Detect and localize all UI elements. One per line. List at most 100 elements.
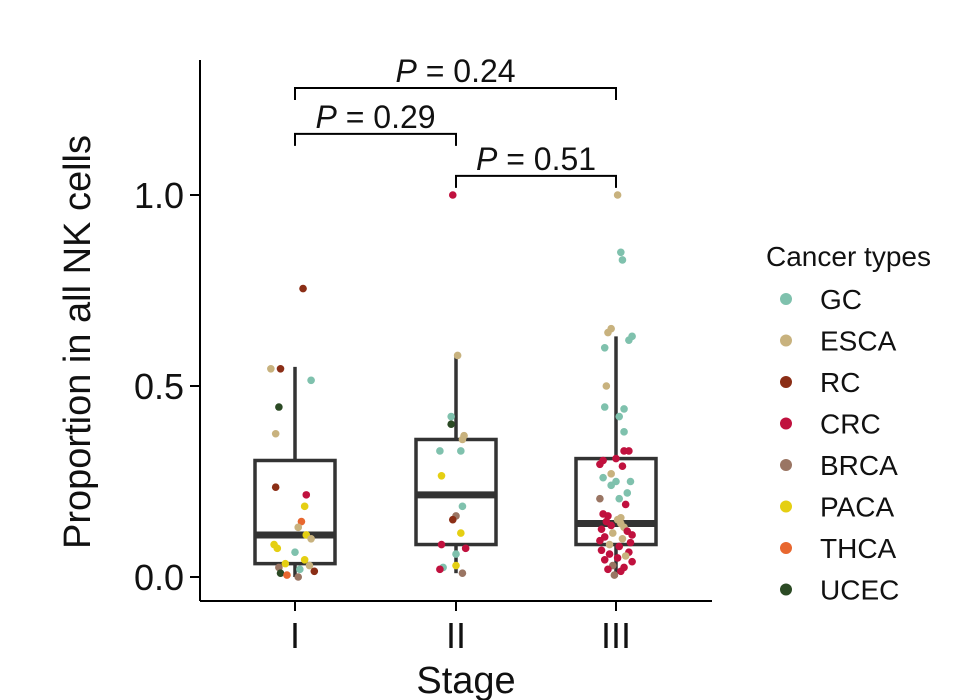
data-point [296, 565, 304, 574]
data-point [615, 412, 624, 421]
data-point [610, 571, 619, 579]
legend-label: BRCA [820, 450, 898, 481]
data-point [621, 500, 630, 509]
data-point [608, 529, 617, 537]
data-point [453, 351, 462, 360]
data-point [618, 256, 627, 264]
data-point [271, 429, 280, 438]
legend-label: PACA [820, 492, 894, 523]
data-point [447, 412, 455, 421]
data-point [613, 554, 622, 562]
legend-key [780, 583, 792, 596]
box [253, 458, 337, 566]
data-point [626, 538, 635, 547]
x-ticks: I II III [290, 601, 631, 656]
data-point [436, 447, 444, 455]
data-point [604, 328, 612, 337]
data-point [294, 523, 303, 532]
p-value-label: P = 0.51 [476, 141, 596, 177]
data-point [452, 550, 460, 558]
data-point [437, 540, 446, 549]
legend-key [780, 334, 792, 347]
data-point [607, 521, 615, 530]
data-point [596, 536, 604, 545]
legend-label: CRC [820, 409, 881, 440]
data-point [599, 473, 607, 482]
comparison-bracket [294, 132, 457, 146]
data-point [307, 535, 315, 543]
data-point [436, 565, 444, 574]
data-point [600, 556, 609, 564]
legend: Cancer types GC ESCA RC CRC BRCA PACA THCA UCEC [766, 241, 931, 606]
data-point [618, 535, 627, 543]
data-point [458, 435, 467, 444]
data-point [600, 403, 609, 411]
data-point [267, 365, 275, 373]
legend-key [780, 459, 792, 471]
data-point [602, 382, 611, 390]
p-value-label: P = 0.29 [315, 99, 435, 135]
comparison-bracket [294, 87, 617, 101]
data-point [452, 561, 460, 570]
data-point [291, 548, 299, 556]
x-tick-label: II [446, 615, 466, 656]
data-point [307, 376, 315, 385]
axes: Stage Proportion in all NK cells [57, 60, 712, 700]
data-point [612, 454, 620, 463]
data-point [615, 494, 624, 503]
data-point [448, 515, 457, 524]
legend-label: UCEC [820, 575, 899, 606]
legend-key [780, 417, 792, 430]
data-point [628, 531, 636, 539]
data-point [623, 489, 632, 497]
data-point [458, 502, 467, 511]
data-point [457, 529, 465, 537]
data-point [597, 546, 606, 555]
data-point [310, 567, 319, 576]
data-point [596, 460, 604, 469]
data-point [299, 284, 307, 293]
x-axis-title: Stage [416, 660, 515, 700]
legend-label: GC [820, 284, 862, 315]
data-point [607, 481, 615, 490]
legend-key [780, 376, 792, 388]
data-point [275, 403, 283, 411]
data-point [305, 561, 314, 570]
y-tick-label: 1.0 [134, 175, 184, 216]
y-axis-title: Proportion in all NK cells [57, 135, 99, 549]
points-layer [267, 191, 636, 581]
data-point [613, 191, 622, 199]
data-point [628, 557, 636, 566]
data-point [447, 420, 455, 429]
data-point [604, 565, 612, 574]
data-point [302, 491, 311, 499]
data-point [294, 573, 303, 581]
data-point [448, 191, 457, 199]
data-point [276, 569, 285, 577]
data-point [626, 477, 635, 486]
data-point [621, 552, 630, 560]
legend-title: Cancer types [766, 241, 931, 272]
comparison-bracket [455, 174, 617, 188]
data-point [283, 571, 291, 579]
data-point [605, 540, 614, 549]
data-point [604, 512, 612, 520]
data-point [605, 550, 614, 558]
x-tick-label: I [290, 615, 300, 656]
legend-key [780, 293, 792, 305]
y-tick-label: 0.0 [134, 557, 184, 598]
legend-key [780, 500, 792, 513]
data-point [281, 559, 290, 568]
data-point [276, 365, 285, 373]
data-point [437, 471, 446, 480]
data-point [458, 569, 467, 577]
data-point [300, 502, 309, 511]
data-point [615, 542, 624, 551]
data-point [275, 563, 283, 572]
y-ticks: 0.0 0.5 1.0 [134, 175, 200, 598]
data-point [625, 336, 633, 344]
comparison-layer: P = 0.24 P = 0.29 P = 0.51 [294, 53, 617, 188]
data-point [461, 544, 470, 553]
data-point [607, 470, 615, 478]
legend-label: ESCA [820, 326, 897, 357]
